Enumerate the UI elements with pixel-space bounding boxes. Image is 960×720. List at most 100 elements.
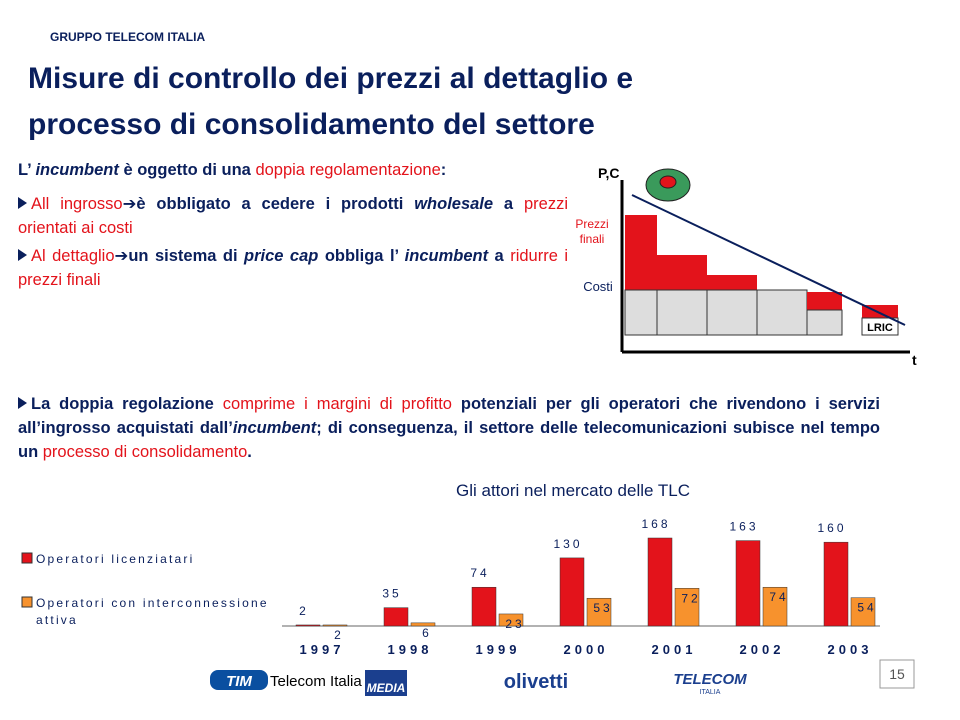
text-run: ridurre i prezzi finali [18, 247, 569, 289]
bar [762, 586, 788, 627]
logo-text: TIM [226, 673, 252, 690]
price-diagram: P,C Prezzi finali Costi LRIC t [575, 165, 917, 368]
cost-block [756, 289, 808, 336]
bar [586, 597, 612, 627]
cost-block [624, 289, 658, 336]
text-run: processo di consolidamento [38, 443, 248, 461]
chart-title: Gli attori nel mercato delle TLC [456, 481, 690, 500]
bar [383, 607, 409, 627]
bullet-marker [18, 197, 27, 209]
bar-chart: Gli attori nel mercato delle TLC 1997221… [21, 481, 880, 657]
page-box [879, 659, 915, 689]
bar [735, 540, 761, 627]
price-cap-line [631, 194, 906, 326]
text-run: . [247, 443, 252, 461]
text-run: incumbent [232, 419, 317, 437]
x-tick-label: 1998 [388, 642, 433, 657]
bar [850, 597, 876, 627]
logo [210, 670, 268, 690]
bar [295, 624, 321, 627]
x-tick-label: 1999 [476, 642, 521, 657]
text-run: price cap [244, 247, 319, 265]
lric-box [861, 317, 899, 336]
text-run: comprime i margini di profitto [213, 395, 452, 413]
bar [647, 537, 673, 627]
bar [823, 541, 849, 627]
text-run: L’ [18, 161, 36, 179]
text-run: ; di conseguenza, il settore delle telec… [18, 419, 880, 461]
bar [559, 557, 585, 627]
logo [365, 670, 407, 696]
text-run: Al dettaglio [31, 247, 115, 265]
text-run: è obbligato a cedere i prodotti [136, 195, 415, 213]
text-run: incumbent [404, 247, 489, 265]
group-label: GRUPPO TELECOM ITALIA [50, 30, 206, 44]
value-label: 2 [299, 604, 309, 618]
text-run: un sistema di [128, 247, 245, 265]
price-block [707, 275, 757, 290]
x-axis-label: t [912, 352, 917, 368]
value-label: 74 [470, 566, 489, 580]
text-run: a [488, 247, 511, 265]
value-label: 163 [729, 520, 758, 534]
price-block [807, 292, 842, 310]
bar [410, 622, 436, 627]
text-run: a [493, 195, 524, 213]
value-label: 6 [422, 626, 432, 640]
bar [498, 613, 524, 627]
x-tick-label: 2003 [828, 642, 873, 657]
logo-text: ITALIA [700, 689, 721, 696]
value-label: 130 [553, 537, 582, 551]
x-tick-label: 1997 [300, 642, 345, 657]
text-run: All ingrosso [31, 195, 123, 213]
cost-block [806, 309, 843, 336]
footer: TIM Telecom Italia MEDIA olivetti TELECO… [210, 659, 915, 696]
logo-text: TELECOM [673, 671, 747, 688]
text-run: doppia regolamentazione [255, 161, 441, 179]
x-tick-label: 2001 [652, 642, 697, 657]
bar [322, 624, 348, 627]
text-run: incumbent [35, 161, 119, 179]
value-label: 168 [641, 517, 670, 531]
prices-label: Prezzi finali [575, 217, 608, 246]
title: Misure di controllo dei prezzi al dettag… [28, 56, 633, 148]
price-block [625, 215, 657, 290]
lric-label: LRIC [867, 322, 893, 334]
text-run: : [440, 161, 447, 179]
bar [674, 588, 700, 627]
value-label: 54 [857, 601, 876, 615]
bullet-marker [18, 249, 27, 261]
bullet: All ingrosso➔è obbligato a cedere i prod… [18, 192, 568, 240]
y-axis-label: P,C [598, 165, 620, 181]
intro: L’ incumbent è oggetto di una doppia reg… [18, 158, 568, 182]
value-label: 160 [817, 521, 846, 535]
legend-label: Operatori licenziatari [36, 552, 194, 566]
legend-swatch [21, 596, 33, 608]
value-label: 74 [769, 590, 788, 604]
text-run: wholesale [414, 195, 494, 213]
title-line: Misure di controllo dei prezzi al dettag… [28, 62, 634, 95]
value-label: 72 [681, 591, 700, 605]
title-line: processo di consolidamento del settore [28, 108, 595, 141]
text-run: ➔ [122, 195, 137, 213]
text-run: La doppia regolazione [31, 395, 214, 413]
value-label: 23 [505, 617, 524, 631]
legend-label: Operatori con interconnessione attiva [36, 596, 269, 627]
x-tick-label: 2002 [740, 642, 785, 657]
paragraph: La doppia regolazione comprime i margini… [18, 392, 880, 464]
x-tick-label: 2000 [564, 642, 609, 657]
text-run: ➔ [114, 247, 129, 265]
value-label: 2 [334, 628, 344, 642]
bullet: Al dettaglio➔un sistema di price cap obb… [18, 244, 568, 292]
legend-swatch [21, 552, 33, 564]
bar [471, 586, 497, 627]
costs-label: Costi [583, 279, 613, 294]
logo-text: olivetti [504, 671, 568, 693]
cap-icon [659, 175, 677, 189]
cost-block [656, 289, 708, 336]
logo-text: MEDIA [367, 681, 406, 695]
value-label: 35 [382, 587, 401, 601]
page-number: 15 [889, 666, 905, 682]
